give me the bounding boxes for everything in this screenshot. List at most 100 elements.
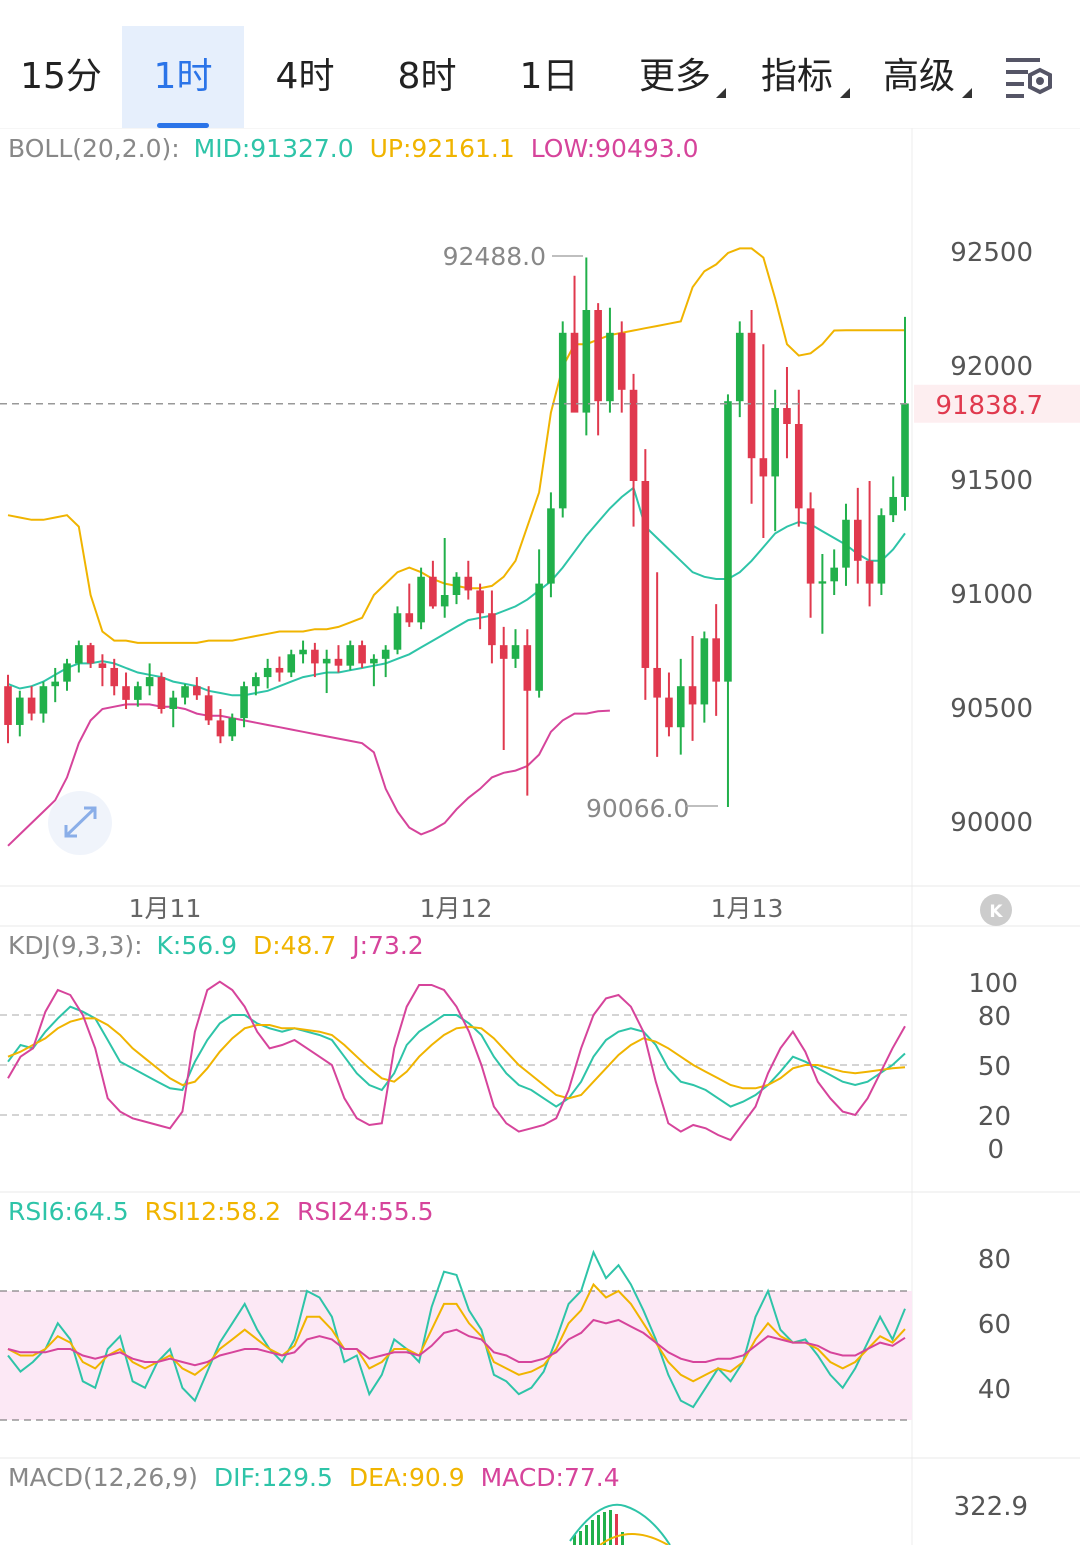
candle-body [157, 677, 166, 709]
line-j [7, 980, 906, 1142]
candle-body [511, 645, 520, 659]
candle-body [27, 697, 36, 714]
candle-body [665, 697, 673, 728]
candle-body [16, 697, 24, 725]
tab-15m[interactable]: 15分 [0, 26, 122, 128]
y-tick-label: 91000 [950, 580, 1033, 610]
tab-more[interactable]: 更多 [614, 26, 736, 128]
collapse-icon[interactable]: K [980, 894, 1012, 926]
candle-body [334, 658, 343, 666]
y-tick-label: 90000 [950, 808, 1033, 838]
tab-label: 15分 [20, 56, 102, 97]
candle-body [629, 389, 638, 481]
y-tick-label: 92000 [950, 352, 1033, 382]
main-y-axis: 92500 92000 91500 91000 90500 90000 [950, 238, 1033, 838]
tab-label: 指标 [760, 56, 833, 97]
rsi24-value: RSI24:55.5 [297, 1197, 434, 1226]
candle-body [558, 332, 567, 509]
candle-body [299, 649, 307, 655]
chart-settings-icon[interactable] [1000, 54, 1060, 104]
macd-legend: MACD(12,26,9) DIF:129.5 DEA:90.9 MACD:77… [8, 1463, 620, 1492]
candle-body [712, 638, 720, 682]
candle-body [381, 649, 390, 659]
candle-body [322, 658, 331, 664]
candle-body [499, 645, 508, 659]
candle-body [134, 686, 142, 700]
tab-label: 8时 [397, 56, 457, 97]
boll-mid-value: MID:91327.0 [194, 134, 354, 163]
candle-body [771, 408, 779, 477]
max-price-label: 92488.0 [443, 242, 546, 271]
candle-body [523, 645, 532, 691]
tab-1h[interactable]: 1时 [122, 26, 244, 128]
tab-advanced[interactable]: 高级 [858, 26, 980, 128]
candle-body [794, 424, 803, 509]
candle-body [4, 686, 12, 725]
macd-legend-name: MACD(12,26,9) [8, 1463, 198, 1492]
current-price-label: 91838.7 [935, 391, 1043, 421]
rsi-band [0, 1291, 912, 1420]
candle-body [865, 560, 874, 584]
candle-body [617, 332, 626, 390]
candle-body [145, 677, 154, 687]
candle-body [889, 496, 897, 516]
candle-body [275, 667, 284, 673]
candle-body [464, 576, 473, 591]
candle-body [535, 583, 543, 691]
line-d [7, 1017, 906, 1100]
candle-body [122, 686, 130, 700]
expand-arrows-icon[interactable] [48, 791, 112, 855]
boll-low-value: LOW:90493.0 [531, 134, 699, 163]
svg-text:K: K [989, 902, 1003, 922]
candle-body [688, 686, 697, 705]
candle-body [417, 576, 425, 623]
tab-8h[interactable]: 8时 [366, 26, 488, 128]
candle-body [676, 686, 685, 728]
y-tick-label: 90500 [950, 694, 1033, 724]
candle-body [429, 576, 437, 607]
x-axis-label: 1月12 [420, 894, 493, 923]
candle-body [98, 663, 107, 668]
y-tick-label: 91500 [950, 466, 1033, 496]
y-tick-label: 80 [978, 1002, 1011, 1032]
candle-body [358, 645, 366, 664]
candle-body [476, 590, 484, 614]
tab-4h[interactable]: 4时 [244, 26, 366, 128]
candle-body [39, 686, 48, 714]
y-tick-label: 20 [978, 1102, 1011, 1132]
candle-body [370, 658, 378, 664]
rsi-legend: RSI6:64.5 RSI12:58.2 RSI24:55.5 [8, 1197, 434, 1226]
boll-line-low [7, 703, 610, 847]
candle-body [877, 515, 886, 584]
kdj-legend-name: KDJ(9,3,3): [8, 931, 143, 960]
candle-body [405, 613, 414, 623]
candle-body [547, 508, 555, 584]
candle-body [181, 686, 189, 698]
y-tick-label: 50 [978, 1052, 1011, 1082]
candle-body [901, 403, 909, 497]
kdj-legend: KDJ(9,3,3): K:56.9 D:48.7 J:73.2 [8, 931, 424, 960]
timeframe-tab-bar: 15分 1时 4时 8时 1日 更多 指标 高级 [0, 0, 1080, 128]
candle-body [252, 677, 260, 687]
candle-body [582, 310, 591, 413]
tab-label: 1日 [519, 56, 579, 97]
boll-legend-name: BOLL(20,2.0): [8, 134, 180, 163]
candle-body [216, 720, 225, 737]
y-tick-label: 0 [987, 1135, 1004, 1165]
candle-body [263, 667, 272, 678]
chart-canvas[interactable]: BOLL(20,2.0): MID:91327.0 UP:92161.1 LOW… [0, 128, 1080, 1545]
boll-up-value: UP:92161.1 [370, 134, 515, 163]
tab-label: 高级 [882, 56, 955, 97]
tab-indicators[interactable]: 指标 [736, 26, 858, 128]
candle-body [75, 645, 83, 664]
rsi-y-axis: 80 60 40 [978, 1245, 1011, 1405]
dropdown-caret-icon [840, 88, 850, 98]
candle-body [193, 686, 201, 696]
candle-body [452, 576, 461, 595]
kdj-lines [7, 980, 906, 1142]
candle-body [86, 645, 95, 664]
candle-body [570, 332, 579, 413]
tab-1d[interactable]: 1日 [488, 26, 610, 128]
macd-dea-value: DEA:90.9 [349, 1463, 465, 1492]
y-tick-label: 92500 [950, 238, 1033, 268]
